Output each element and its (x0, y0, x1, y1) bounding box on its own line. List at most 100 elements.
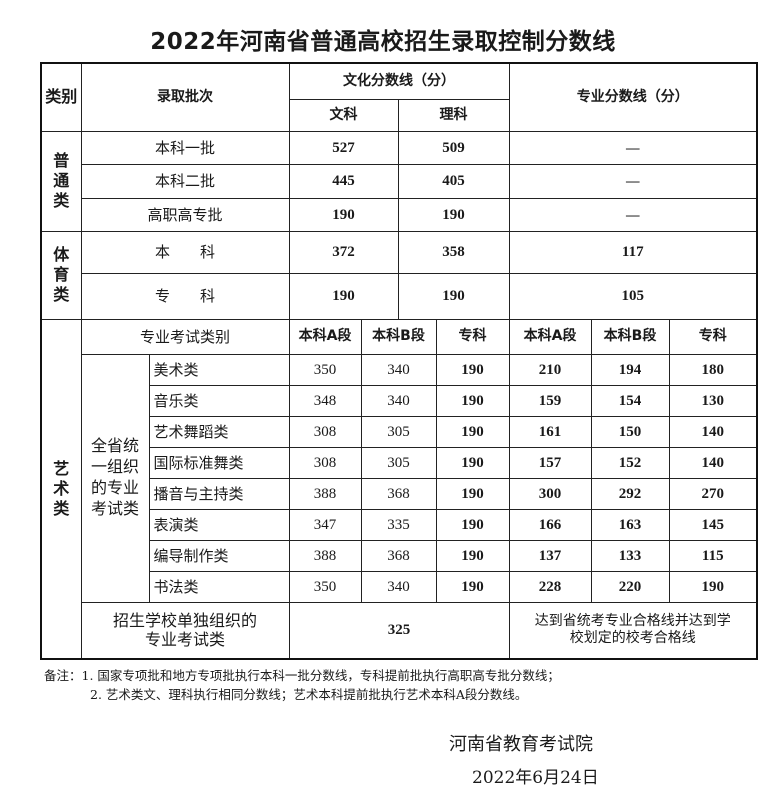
art-row: 艺术舞蹈类 308 305 190 161 150 140 (41, 415, 758, 448)
score-zk: 190 (435, 384, 510, 417)
major-b: 163 (590, 508, 670, 541)
score-b: 340 (360, 384, 437, 417)
group-label: 全省统一组织的专业考试类 (80, 353, 150, 603)
major-zk: 145 (668, 508, 758, 541)
header-major: 专业分数线（分） (508, 62, 758, 132)
major-b: 152 (590, 446, 670, 479)
issuer: 河南省教育考试院 (449, 734, 593, 755)
wen-score: 190 (288, 272, 399, 320)
art-row: 播音与主持类 388 368 190 300 292 270 (41, 477, 758, 510)
art-type: 艺术舞蹈类 (148, 415, 290, 448)
major-b: 133 (590, 539, 670, 572)
major-zk: 140 (668, 415, 758, 448)
notes: 备注：1. 国家专项批和地方专项批执行本科一批分数线，专科提前批执行高职高专批分… (44, 666, 560, 704)
wen-score: 445 (288, 163, 399, 199)
art-row: 全省统一组织的专业考试类 美术类 350 340 190 210 194 180 (41, 353, 758, 603)
score-zk: 190 (435, 415, 510, 448)
batch: 高职高专批 (80, 197, 290, 232)
li-score: 358 (397, 230, 510, 274)
li-score: 190 (397, 272, 510, 320)
major-a: 159 (508, 384, 592, 417)
score-b: 368 (360, 477, 437, 510)
score-a: 347 (288, 508, 362, 541)
sub-header-a: 本科A段 (288, 318, 362, 355)
score-zk: 190 (435, 477, 510, 510)
major-a: 210 (508, 353, 592, 386)
score-b: 340 (360, 353, 437, 386)
score-b: 305 (360, 446, 437, 479)
school-major: 达到省统考专业合格线并达到学校划定的校考合格线 (508, 601, 758, 660)
art-row: 编导制作类 388 368 190 137 133 115 (41, 539, 758, 572)
li-score: 190 (397, 197, 510, 232)
header-wenke: 文科 (288, 98, 399, 132)
art-row: 书法类 350 340 190 228 220 190 (41, 570, 758, 603)
batch: 专 科 (80, 272, 290, 320)
art-type: 音乐类 (148, 384, 290, 417)
major-b: 220 (590, 570, 670, 603)
header-like: 理科 (397, 98, 510, 132)
major-zk: 115 (668, 539, 758, 572)
tiyu-label-text: 体育类 (53, 245, 70, 304)
score-a: 308 (288, 415, 362, 448)
putong-label-text: 普通类 (53, 151, 70, 210)
tiyu-label: 体育类 (40, 230, 82, 320)
major-b: 194 (590, 353, 670, 386)
score-a: 348 (288, 384, 362, 417)
art-row: 表演类 347 335 190 166 163 145 (41, 508, 758, 541)
major-a: 300 (508, 477, 592, 510)
major-score: — (508, 130, 758, 165)
wen-score: 190 (288, 197, 399, 232)
yishu-label-text: 艺术类 (53, 458, 70, 518)
score-a: 308 (288, 446, 362, 479)
group-label-text: 全省统一组织的专业考试类 (90, 436, 139, 518)
major-a: 228 (508, 570, 592, 603)
major-zk: 130 (668, 384, 758, 417)
major-score: 117 (508, 230, 758, 274)
sub-header-ma: 本科A段 (508, 318, 592, 355)
batch: 本科二批 (80, 163, 290, 199)
major-a: 157 (508, 446, 592, 479)
major-score: — (508, 197, 758, 232)
score-zk: 190 (435, 446, 510, 479)
wen-score: 372 (288, 230, 399, 274)
school-row: 招生学校单独组织的专业考试类 325 达到省统考专业合格线并达到学校划定的校考合… (41, 601, 758, 660)
major-a: 137 (508, 539, 592, 572)
note-2: 2. 艺术类文、理科执行相同分数线；艺术本科提前批执行艺术本科A段分数线。 (90, 687, 528, 702)
school-score: 325 (288, 601, 510, 660)
score-a: 350 (288, 570, 362, 603)
major-b: 154 (590, 384, 670, 417)
score-zk: 190 (435, 353, 510, 386)
major-zk: 140 (668, 446, 758, 479)
score-table: 类别 录取批次 文化分数线（分） 专业分数线（分） 文科 理科 普通类 本科一批… (40, 62, 758, 660)
major-zk: 190 (668, 570, 758, 603)
score-b: 335 (360, 508, 437, 541)
art-type: 书法类 (148, 570, 290, 603)
major-b: 292 (590, 477, 670, 510)
school-label: 招生学校单独组织的专业考试类 (80, 601, 290, 660)
art-type: 表演类 (148, 508, 290, 541)
major-score: — (508, 163, 758, 199)
li-score: 405 (397, 163, 510, 199)
art-type: 美术类 (148, 353, 290, 386)
major-b: 150 (590, 415, 670, 448)
sub-header-b: 本科B段 (360, 318, 437, 355)
art-row: 音乐类 348 340 190 159 154 130 (41, 384, 758, 417)
art-type: 国际标准舞类 (148, 446, 290, 479)
score-b: 368 (360, 539, 437, 572)
yishu-label: 艺术类 (40, 318, 82, 660)
wen-score: 527 (288, 130, 399, 165)
major-a: 161 (508, 415, 592, 448)
score-b: 305 (360, 415, 437, 448)
major-zk: 180 (668, 353, 758, 386)
header-culture: 文化分数线（分） (288, 62, 510, 100)
sub-header-mzk: 专科 (668, 318, 758, 355)
score-b: 340 (360, 570, 437, 603)
note-1: 1. 国家专项批和地方专项批执行本科一批分数线，专科提前批执行高职高专批分数线； (81, 668, 560, 683)
header-category: 类别 (40, 62, 82, 132)
art-type: 播音与主持类 (148, 477, 290, 510)
art-type: 编导制作类 (148, 539, 290, 572)
header-batch: 录取批次 (80, 62, 290, 132)
header-major-text: 专业分数线（分） (576, 88, 689, 105)
sub-header-mb: 本科B段 (590, 318, 670, 355)
art-row: 国际标准舞类 308 305 190 157 152 140 (41, 446, 758, 479)
